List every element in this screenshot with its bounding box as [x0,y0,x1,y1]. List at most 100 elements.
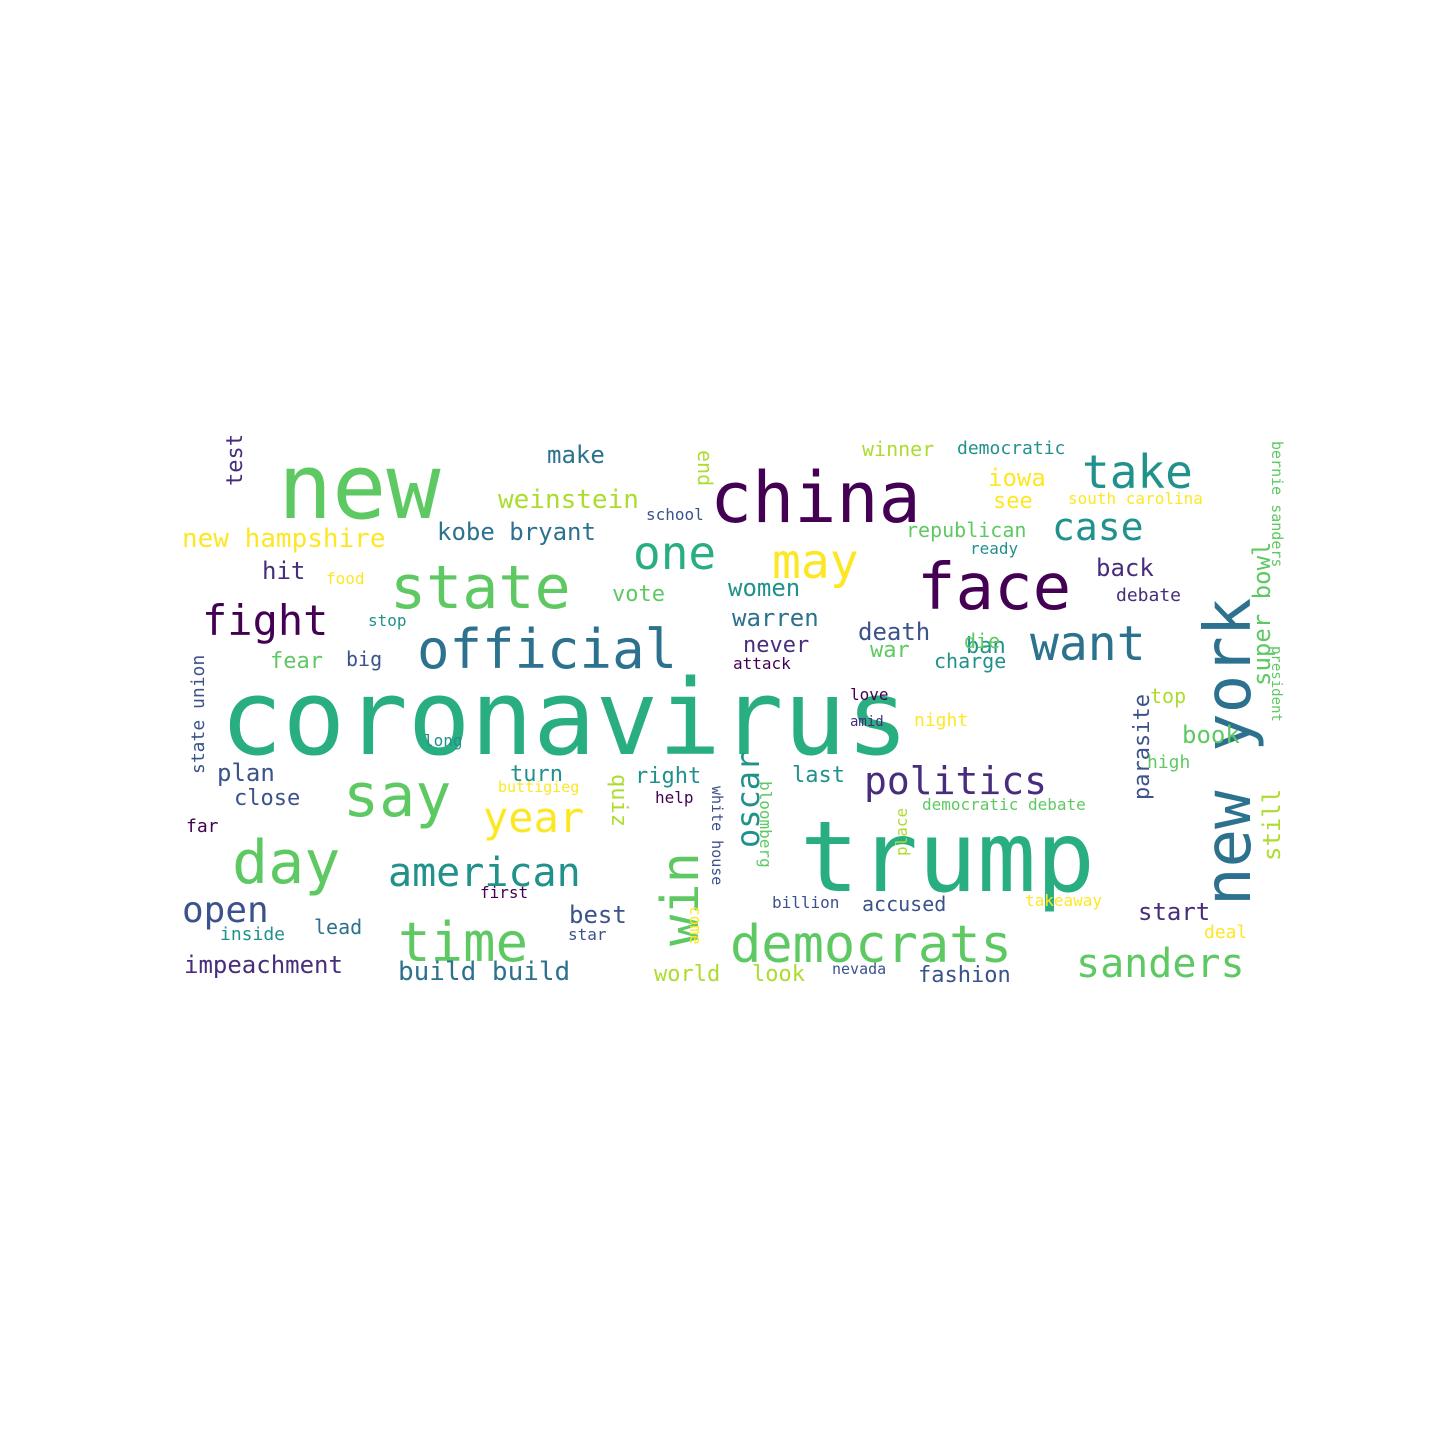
word-make: make [547,441,605,469]
word-see: see [993,489,1033,514]
word-new-york: new york [1192,598,1266,906]
word-nevada: nevada [832,960,886,978]
word-weinstein: weinstein [498,485,639,515]
word-women: women [728,574,800,602]
word-never: never [743,633,809,658]
word-lead: lead [314,915,362,939]
word-best: best [569,901,627,929]
word-back: back [1096,554,1154,582]
word-want: want [1030,616,1146,672]
word-last: last [792,763,845,788]
word-death: death [858,618,930,646]
word-politics: politics [864,759,1047,803]
word-one: one [633,526,716,580]
word-say: say [343,761,451,831]
word-war: war [870,638,910,663]
word-amid: amid [850,714,884,730]
word-night: night [914,710,968,731]
word-take: take [1082,445,1193,499]
word-face: face [917,551,1071,625]
word-new-hampshire: new hampshire [182,524,386,554]
word-parasite: parasite [1130,694,1155,800]
word-cloud-words: coronavirus trump new china face new york stat… [182,436,1286,988]
word-build-build: build build [398,957,570,987]
word-still: still [1258,789,1286,861]
word-official: official [417,618,677,681]
word-takeaway: takeaway [1025,891,1102,910]
word-love: love [850,685,889,704]
word-fear: fear [270,649,323,674]
word-vote: vote [612,582,665,607]
word-end: end [693,450,717,486]
word-long: long [424,731,463,750]
word-attack: attack [733,654,791,673]
word-democrats: democrats [730,915,1012,975]
word-food: food [326,569,365,588]
word-democratic-debate: democratic debate [922,795,1086,814]
word-help: help [655,788,694,807]
word-american: american [388,850,581,896]
word-iowa: iowa [988,464,1046,492]
word-winner: winner [862,437,934,461]
word-case: case [1052,505,1144,549]
word-stop: stop [368,611,407,630]
word-sanders: sanders [1076,941,1245,987]
word-school: school [646,505,704,524]
word-die: die [964,629,1000,653]
word-democratic: democratic [957,438,1065,459]
word-bloomberg: bloomberg [756,781,775,868]
word-bernie-sanders: bernie sanders [1268,441,1286,567]
word-cloud: coronavirus trump new china face new york stat… [180,436,1290,992]
word-book: book [1182,721,1240,749]
word-warren: warren [732,604,819,632]
word-open: open [182,890,269,931]
word-day: day [232,828,340,898]
word-look: look [752,962,805,987]
word-state: state [390,553,571,623]
word-deal: deal [1204,922,1247,943]
word-star: star [568,925,607,944]
word-win: win [651,852,711,946]
word-place: place [892,808,911,856]
word-debate: debate [1116,585,1181,606]
word-first: first [480,883,528,902]
word-republican: republican [906,518,1026,542]
word-ready: ready [970,539,1019,558]
word-new: new [278,436,441,540]
word-may: may [772,534,859,590]
word-kobe-bryant: kobe bryant [437,518,596,546]
word-oscar: oscar [729,752,767,848]
word-china: china [710,457,921,539]
word-year: year [483,793,584,842]
word-billion: billion [772,893,839,912]
word-president: president [1268,646,1284,722]
word-trump: trump [800,801,1095,915]
word-fight: fight [202,596,328,645]
word-south-carolina: south carolina [1068,489,1203,508]
word-state-union: state union [188,655,209,774]
word-turn: turn [510,762,563,787]
word-coronavirus: coronavirus [220,657,909,779]
word-accused: accused [862,892,946,916]
word-far: far [186,816,219,837]
word-high: high [1147,752,1190,773]
word-white-house: white house [708,786,726,885]
word-top: top [1150,684,1186,708]
word-world: world [654,962,720,987]
word-hit: hit [262,557,305,585]
word-impeachment: impeachment [184,951,343,979]
word-test: test [223,436,248,486]
word-super-bowl: super bowl [1248,542,1276,687]
word-right: right [635,764,701,789]
word-fashion: fashion [918,963,1011,988]
word-buttigieg: buttigieg [498,778,579,796]
word-start: start [1138,898,1210,926]
word-ban: ban [966,634,1006,659]
word-close: close [234,786,300,811]
word-big: big [346,647,382,671]
word-inside: inside [220,924,285,945]
word-cloud-canvas: coronavirus trump new china face new york stat… [182,436,1286,988]
word-come: come [686,906,705,945]
word-time: time [398,911,528,974]
word-plan: plan [217,759,275,787]
